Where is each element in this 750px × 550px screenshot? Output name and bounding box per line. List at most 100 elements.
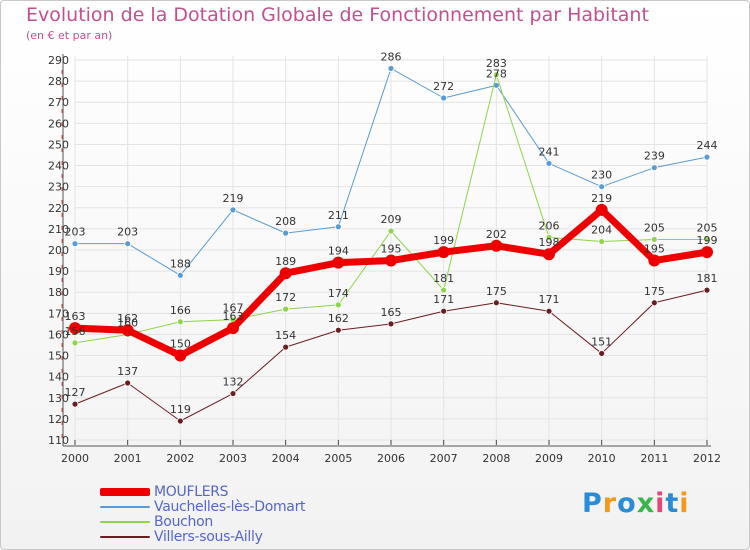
series-point xyxy=(545,307,553,315)
y-tick-label: 190 xyxy=(48,265,69,278)
data-label: 199 xyxy=(697,234,718,247)
y-tick-label: 270 xyxy=(48,96,69,109)
data-label: 195 xyxy=(381,243,402,256)
series-point xyxy=(387,227,395,235)
data-label: 154 xyxy=(275,329,296,342)
legend-label: Bouchon xyxy=(154,513,213,530)
data-label: 171 xyxy=(433,293,454,306)
y-tick-label: 290 xyxy=(48,54,69,67)
y-tick-label: 220 xyxy=(48,202,69,215)
series-point xyxy=(650,236,658,243)
series-point xyxy=(490,239,503,252)
data-label: 241 xyxy=(539,145,560,158)
series-point xyxy=(279,267,292,280)
series-point xyxy=(598,238,606,245)
data-label: 163 xyxy=(223,310,244,323)
series-point xyxy=(595,203,608,216)
series-point xyxy=(440,94,448,102)
series-point xyxy=(701,246,713,259)
series-point xyxy=(176,271,184,279)
series-point xyxy=(598,183,606,191)
series-point xyxy=(71,339,79,347)
data-label: 150 xyxy=(170,338,191,351)
series-point xyxy=(650,299,658,307)
series-point xyxy=(282,343,290,351)
series-point xyxy=(229,390,237,397)
logo-letter: P xyxy=(582,488,603,519)
series-point xyxy=(332,256,345,269)
series-point xyxy=(387,65,395,72)
y-tick-label: 110 xyxy=(48,434,69,447)
y-tick-label: 130 xyxy=(48,392,69,405)
data-label: 283 xyxy=(486,57,507,70)
data-label: 181 xyxy=(433,272,454,285)
data-label: 189 xyxy=(275,255,296,268)
x-tick-label: 2011 xyxy=(640,452,668,465)
data-label: 171 xyxy=(539,293,560,306)
data-label: 162 xyxy=(117,312,138,325)
series-point xyxy=(71,240,79,248)
data-label: 174 xyxy=(328,287,349,300)
data-label: 278 xyxy=(486,67,507,80)
data-label: 219 xyxy=(591,192,612,205)
series-point xyxy=(703,286,711,294)
data-label: 272 xyxy=(433,80,454,93)
series-point xyxy=(437,246,450,259)
data-label: 219 xyxy=(223,192,244,205)
legend-label: MOUFLERS xyxy=(154,483,229,500)
series-point xyxy=(387,320,395,328)
legend-swatch xyxy=(100,535,150,538)
logo-letter: r xyxy=(602,488,618,519)
data-label: 175 xyxy=(486,285,507,298)
x-tick-label: 2000 xyxy=(61,452,89,465)
series-point xyxy=(543,248,555,261)
series-point xyxy=(229,206,237,214)
data-label: 137 xyxy=(117,365,138,378)
series-point xyxy=(650,164,658,172)
data-labels: 203 203 188 219 208 211 286 272 278 241 230 239 244 1… xyxy=(65,50,718,416)
data-label: 202 xyxy=(486,228,507,241)
x-tick-label: 2010 xyxy=(588,452,616,465)
data-label: 286 xyxy=(381,50,402,63)
logo-letter: i xyxy=(655,488,666,519)
series-point xyxy=(227,322,239,335)
data-label: 244 xyxy=(697,139,718,152)
x-tick-label: 2007 xyxy=(430,452,458,465)
series-point xyxy=(334,301,342,309)
series-point xyxy=(385,254,397,267)
data-label: 167 xyxy=(223,302,244,315)
x-tick-label: 2012 xyxy=(693,452,721,465)
x-tick-label: 2009 xyxy=(535,452,563,465)
logo-letter: o xyxy=(617,488,637,519)
legend-swatch xyxy=(100,505,150,508)
y-tick-label: 280 xyxy=(48,75,69,88)
series-point xyxy=(545,160,553,167)
y-tick-label: 120 xyxy=(48,413,69,426)
series-layer xyxy=(69,65,713,425)
line-chart: 1101201301401501601701801902002102202302… xyxy=(48,50,721,465)
logo-letter: x xyxy=(636,488,656,519)
series-point xyxy=(703,236,711,243)
series-point xyxy=(124,240,132,248)
data-label: 163 xyxy=(65,310,86,323)
legend-swatch xyxy=(100,487,150,496)
data-label: 195 xyxy=(644,243,665,256)
legend-item: Villers-sous-Ailly xyxy=(100,528,305,545)
series-point xyxy=(648,254,661,267)
series-point xyxy=(124,379,132,387)
data-label: 175 xyxy=(644,285,665,298)
x-tick-label: 2003 xyxy=(219,452,247,465)
x-tick-label: 2001 xyxy=(114,452,142,465)
legend-label: Villers-sous-Ailly xyxy=(154,528,263,545)
series-point xyxy=(282,229,290,237)
data-label: 160 xyxy=(117,316,138,329)
data-label: 239 xyxy=(644,150,665,163)
data-label: 205 xyxy=(697,221,718,234)
x-tick-label: 2002 xyxy=(166,452,194,465)
y-tick-label: 160 xyxy=(48,328,69,341)
data-label: 205 xyxy=(644,221,665,234)
data-label: 194 xyxy=(328,245,349,258)
series-point xyxy=(69,322,81,335)
data-label: 198 xyxy=(539,236,560,249)
y-tick-label: 250 xyxy=(48,138,69,151)
